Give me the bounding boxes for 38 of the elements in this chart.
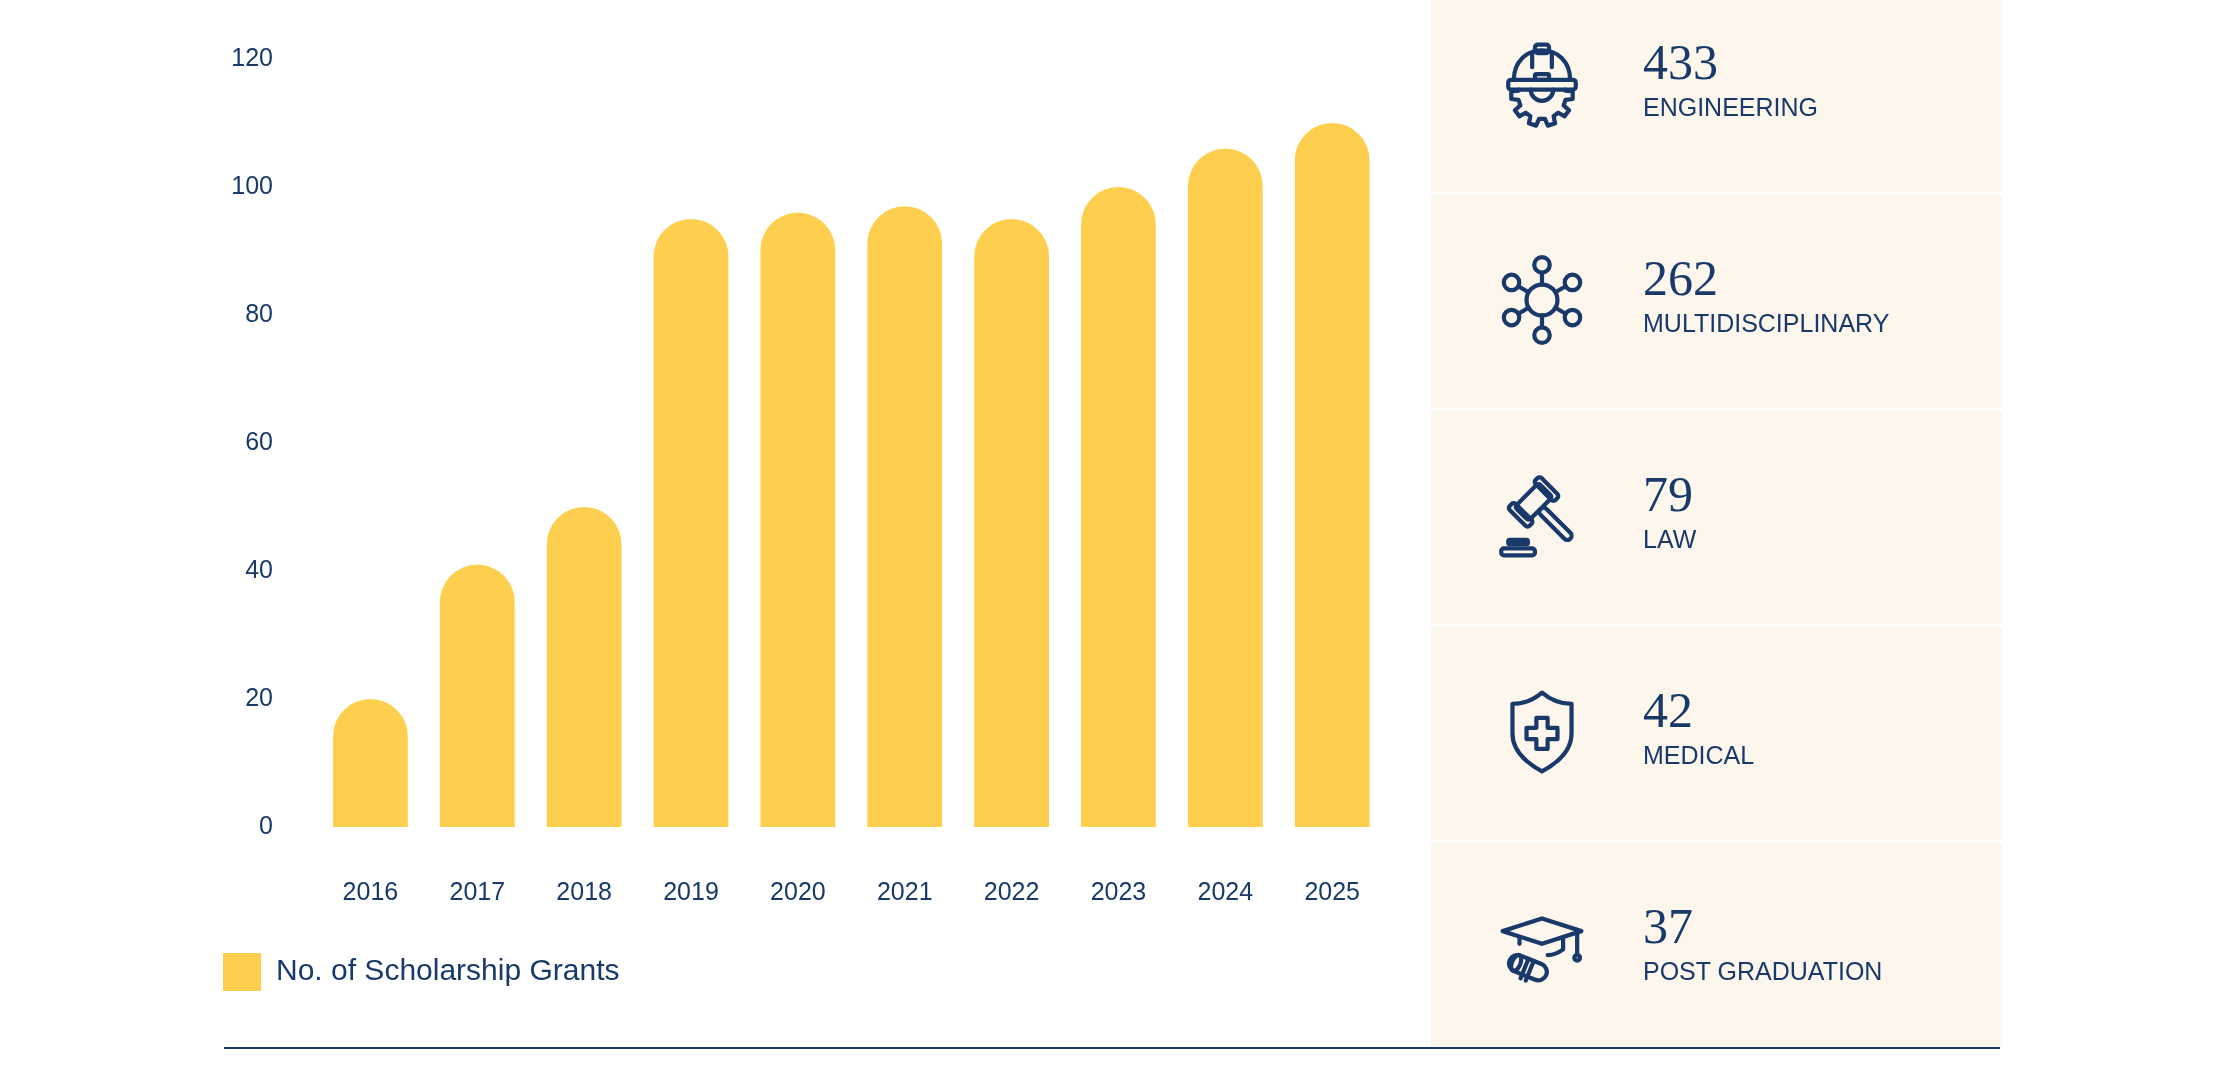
data-label: 42 [1643,682,1693,738]
x-tick-label: 2019 [663,876,719,905]
x-tick-label: 2022 [983,876,1040,905]
x-tick-label: 2020 [770,876,826,905]
y-tick-label: 0 [259,810,273,839]
x-tick-label: 2025 [1304,876,1360,905]
x-tick-label: 2021 [876,876,933,905]
x-tick-label: 2016 [342,876,399,905]
category-label: MEDICAL [1643,741,1755,769]
bar [867,206,943,827]
x-tick-label: 2017 [449,876,506,905]
bar [439,564,515,827]
data-label: 262 [1643,250,1718,306]
bar [974,219,1050,827]
category-label: POST GRADUATION [1643,957,1883,985]
legend-label: No. of Scholarship Grants [276,953,620,987]
x-tick-label: 2018 [556,876,612,905]
category-label: ENGINEERING [1643,93,1819,121]
x-tick-label: 2023 [1090,876,1147,905]
bar [1081,187,1156,827]
data-label: 433 [1643,34,1718,90]
y-tick-label: 80 [245,298,273,327]
x-tick-label: 2024 [1197,876,1254,905]
category-label: LAW [1643,525,1697,553]
bar [333,699,408,827]
bar [1187,148,1263,827]
bar [653,219,729,827]
category-label: MULTIDISCIPLINARY [1643,309,1890,337]
y-tick-label: 40 [245,554,273,583]
y-tick-label: 100 [231,170,273,199]
bar [546,507,622,827]
y-tick-label: 60 [245,426,273,455]
bar [1294,123,1370,827]
data-label: 37 [1643,898,1693,954]
y-tick-label: 20 [245,682,273,711]
bar [760,212,836,827]
y-tick-label: 120 [231,42,273,71]
data-label: 79 [1643,466,1693,522]
